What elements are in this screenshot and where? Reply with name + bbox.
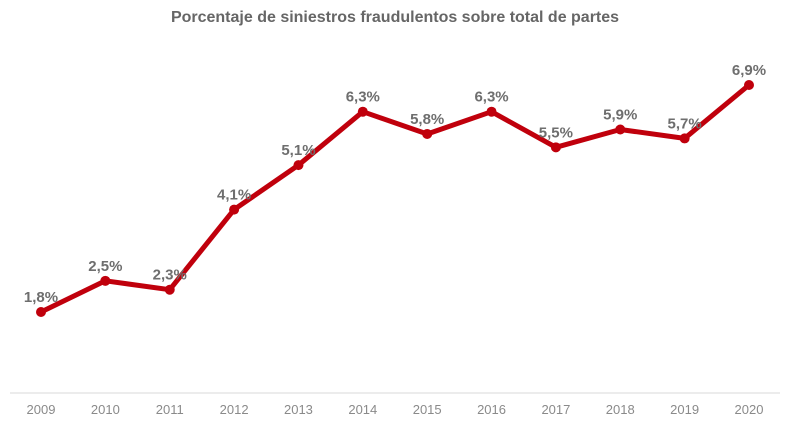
data-label-2016: 6,3% <box>474 89 508 106</box>
data-point-2011 <box>164 284 175 295</box>
x-tick-label-2016: 2016 <box>477 402 506 417</box>
data-label-2012: 4,1% <box>217 187 251 204</box>
data-label-2019: 5,7% <box>668 115 702 132</box>
x-tick-label-2019: 2019 <box>670 402 699 417</box>
data-point-2014 <box>357 106 368 117</box>
data-label-2013: 5,1% <box>281 142 315 159</box>
data-point-2013 <box>293 160 304 171</box>
data-labels: 1,8% 2,5% 2,3% 4,1% 5,1% 6,3% 5,8% 6,3% 5,5% 5,9%… <box>24 62 766 306</box>
x-tick-label-2017: 2017 <box>541 402 570 417</box>
data-point-2016 <box>486 106 497 117</box>
x-tick-label-2011: 2011 <box>156 402 184 417</box>
data-point-2020 <box>744 80 754 90</box>
data-label-2010: 2,5% <box>88 258 122 275</box>
x-tick-label-2009: 2009 <box>27 402 56 417</box>
series-line <box>38 82 752 315</box>
data-point-2015 <box>422 128 433 139</box>
data-label-2009: 1,8% <box>24 289 58 306</box>
x-axis-ticks: 2009 2010 2011 2012 2013 2014 2015 2016 2017 2018… <box>27 402 764 417</box>
data-point-2012 <box>229 204 240 215</box>
x-tick-label-2015: 2015 <box>413 402 442 417</box>
data-point-2019 <box>679 133 690 144</box>
series-layer <box>36 80 754 317</box>
x-tick-label-2012: 2012 <box>220 402 249 417</box>
data-label-2018: 5,9% <box>603 107 637 124</box>
x-tick-label-2013: 2013 <box>284 402 313 417</box>
data-point-2009 <box>36 307 46 317</box>
x-tick-label-2010: 2010 <box>91 402 120 417</box>
x-tick-label-2020: 2020 <box>735 402 764 417</box>
data-point-2018 <box>615 124 626 135</box>
data-label-2015: 5,8% <box>410 111 444 128</box>
data-point-2010 <box>100 275 111 286</box>
data-label-2020: 6,9% <box>732 62 766 79</box>
data-label-2014: 6,3% <box>346 89 380 106</box>
chart-title: Porcentaje de siniestros fraudulentos so… <box>171 9 619 26</box>
x-tick-label-2014: 2014 <box>348 402 377 417</box>
data-point-2017 <box>550 142 561 153</box>
data-label-2011: 2,3% <box>153 267 187 284</box>
x-tick-label-2018: 2018 <box>606 402 635 417</box>
data-label-2017: 5,5% <box>539 124 573 141</box>
